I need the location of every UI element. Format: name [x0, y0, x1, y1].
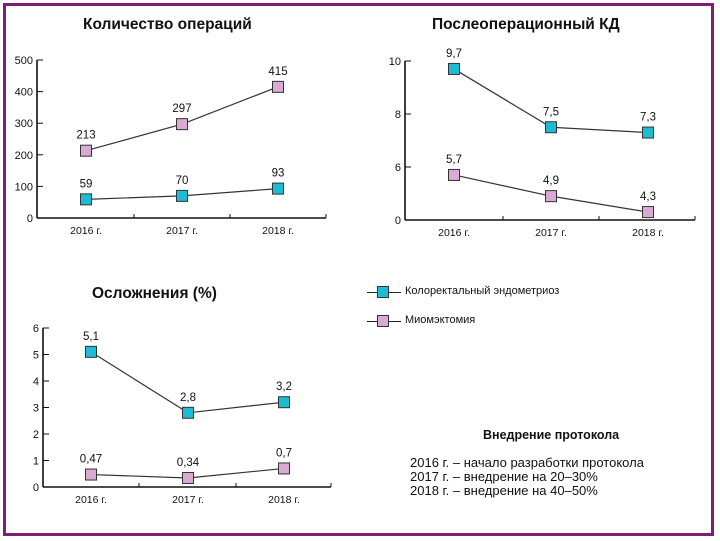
y-tick-label: 10	[389, 56, 401, 68]
data-point	[182, 406, 194, 419]
y-tick-label: 0	[395, 215, 401, 227]
y-tick-label: 4	[33, 376, 39, 388]
data-point	[85, 345, 97, 358]
x-tick-label: 2016 г.	[70, 225, 102, 237]
y-tick-label: 500	[15, 55, 33, 67]
y-tick-label: 8	[395, 109, 401, 121]
y-tick-label: 6	[33, 323, 39, 335]
data-label: 7,3	[640, 112, 656, 124]
data-label: 415	[268, 66, 287, 78]
y-tick-label: 2	[33, 429, 39, 441]
data-point	[642, 126, 654, 139]
y-tick-label: 5	[33, 350, 39, 362]
legend-item-myomectomy: Миомэктомия	[367, 312, 627, 332]
x-tick-label: 2018 г.	[632, 227, 664, 239]
y-tick-label: 1	[33, 456, 39, 468]
data-label: 0,47	[80, 454, 102, 466]
data-point	[278, 462, 290, 475]
data-label: 5,1	[83, 331, 99, 343]
data-point	[176, 118, 188, 131]
y-tick-label: 3	[33, 403, 39, 415]
data-point	[545, 121, 557, 134]
protocol-line: 2016 г. – начало разработки протокола	[410, 455, 644, 470]
protocol-line: 2017 г. – внедрение на 20–30%	[410, 469, 598, 484]
x-tick-label: 2018 г.	[268, 494, 300, 506]
legend-marker-cyan	[377, 286, 389, 298]
data-label: 7,5	[543, 106, 559, 118]
legend-label: Миомэктомия	[405, 314, 476, 326]
data-point	[272, 80, 284, 93]
y-tick-label: 0	[33, 482, 39, 494]
y-tick-label: 6	[395, 162, 401, 174]
data-label: 3,2	[276, 381, 292, 393]
data-label: 5,7	[446, 154, 462, 166]
legend-marker-pink	[377, 315, 389, 327]
data-point	[80, 193, 92, 206]
data-point	[176, 189, 188, 202]
y-tick-label: 100	[15, 181, 33, 193]
x-tick-label: 2017 г.	[172, 494, 204, 506]
protocol-heading: Внедрение протокола	[483, 428, 620, 442]
data-point	[85, 468, 97, 481]
legend-item-colorectal: Колоректальный эндометриоз	[367, 283, 627, 303]
data-label: 213	[76, 130, 95, 142]
data-label: 0,7	[276, 447, 292, 459]
data-point	[448, 62, 460, 75]
data-label: 0,34	[177, 457, 200, 469]
x-tick-label: 2017 г.	[535, 227, 567, 239]
data-point	[80, 144, 92, 157]
y-tick-label: 400	[15, 87, 33, 99]
data-label: 4,9	[543, 175, 559, 187]
data-point	[182, 471, 194, 484]
data-label: 70	[176, 175, 189, 187]
data-label: 2,8	[180, 392, 196, 404]
y-tick-label: 0	[27, 213, 33, 225]
data-point	[545, 190, 557, 203]
data-label: 4,3	[640, 191, 656, 203]
data-label: 93	[272, 168, 285, 180]
data-label: 59	[80, 178, 93, 190]
x-tick-label: 2018 г.	[262, 225, 294, 237]
chart-title-postop: Послеоперационный КД	[432, 16, 620, 33]
data-point	[448, 168, 460, 181]
chart-title-complications: Осложнения (%)	[92, 285, 217, 302]
x-tick-label: 2016 г.	[75, 494, 107, 506]
protocol-line: 2018 г. – внедрение на 40–50%	[410, 483, 598, 498]
y-tick-label: 200	[15, 150, 33, 162]
data-point	[272, 182, 284, 195]
x-tick-label: 2017 г.	[166, 225, 198, 237]
chart-title-operations: Количество операций	[83, 16, 252, 33]
data-point	[642, 206, 654, 219]
y-tick-label: 300	[15, 118, 33, 130]
data-point	[278, 396, 290, 409]
data-label: 297	[172, 103, 191, 115]
figure-frame	[3, 3, 714, 536]
legend-label: Колоректальный эндометриоз	[405, 285, 560, 297]
x-tick-label: 2016 г.	[438, 227, 470, 239]
data-label: 9,7	[446, 48, 462, 60]
